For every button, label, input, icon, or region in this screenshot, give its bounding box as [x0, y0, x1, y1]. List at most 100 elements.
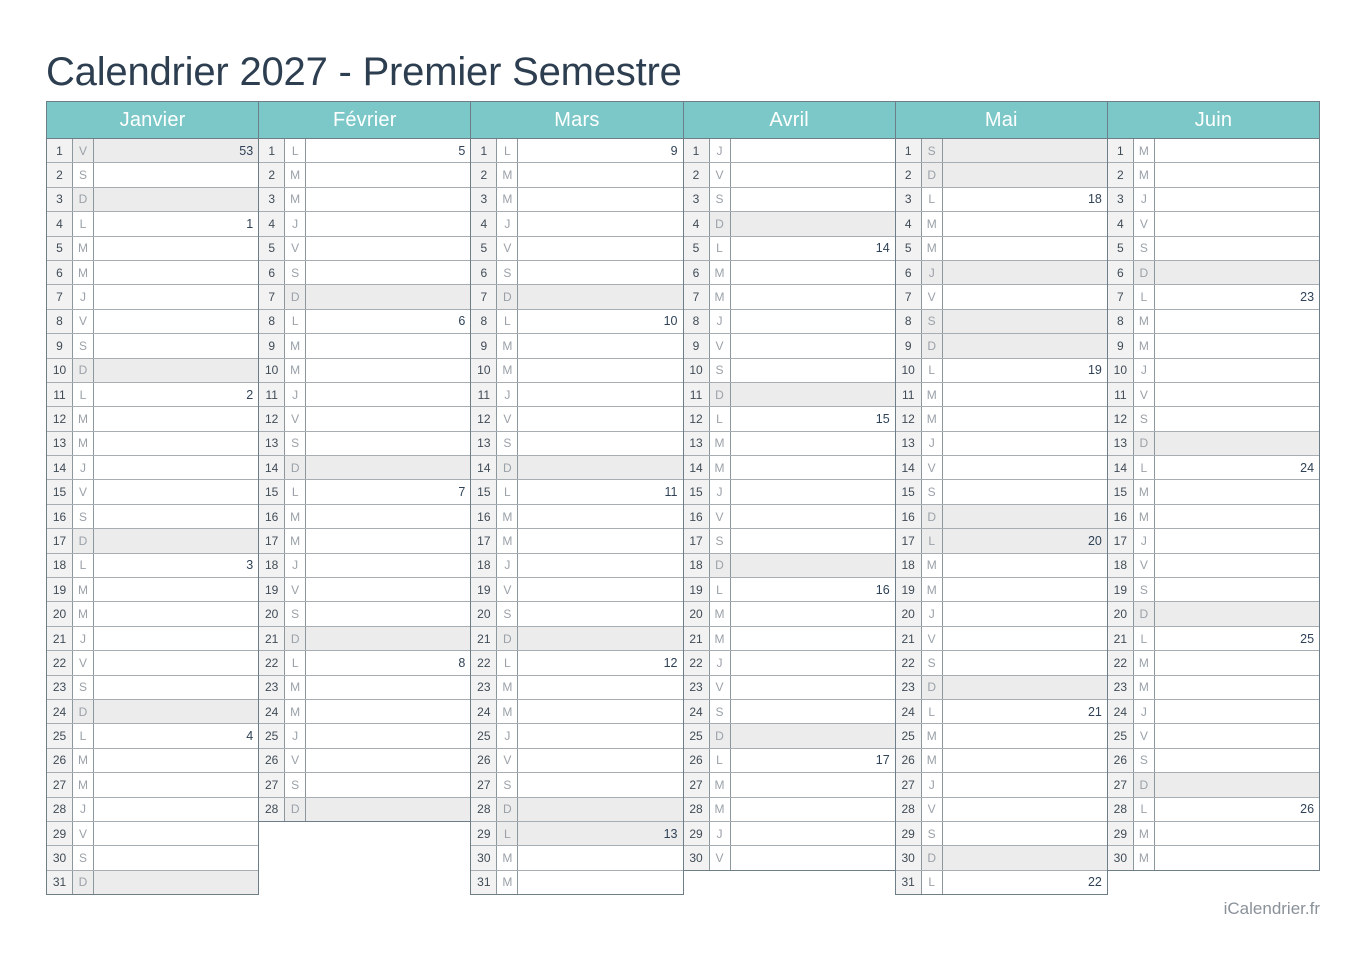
day-row: 12 M	[895, 407, 1107, 432]
day-number: 12	[683, 407, 710, 431]
day-number: 15	[471, 480, 498, 504]
day-letter: L	[497, 821, 519, 846]
day-row: 16 M	[1107, 504, 1320, 530]
week-number: 26	[1300, 802, 1315, 817]
day-note-cell	[518, 285, 683, 309]
day-letter: M	[285, 699, 307, 724]
day-note-cell	[943, 212, 1107, 235]
day-note-cell	[1155, 846, 1319, 869]
day-number: 5	[471, 236, 498, 260]
day-note-cell	[731, 456, 895, 479]
day-letter: L	[710, 748, 731, 773]
day-number: 9	[683, 334, 710, 358]
day-note-cell	[94, 310, 258, 333]
day-letter: V	[1134, 553, 1155, 578]
day-number: 20	[47, 602, 73, 626]
day-note-cell	[94, 163, 258, 186]
day-number: 26	[259, 748, 286, 773]
day-letter: L	[285, 139, 307, 163]
day-note-cell	[94, 578, 258, 601]
day-note-cell	[306, 212, 470, 235]
day-letter: D	[73, 699, 94, 724]
day-note-cell	[731, 529, 895, 552]
day-note-cell	[94, 480, 258, 503]
day-letter: M	[922, 407, 943, 431]
day-number: 27	[471, 773, 498, 797]
day-note-cell	[518, 724, 682, 747]
month-column-janvier: Janvier 1 V 53 2 S 3 D 4 L 1 5 M 6 M 7 J 8 V 9 S 10 D 11 L 2 12 M 13…	[46, 101, 260, 896]
day-letter: M	[285, 358, 307, 382]
day-row: 17 M	[471, 529, 683, 554]
day-note-cell	[943, 578, 1107, 601]
day-number: 13	[683, 431, 710, 456]
day-letter: M	[497, 163, 519, 187]
day-letter: V	[1134, 382, 1155, 407]
day-row: 12 L 15	[683, 407, 895, 432]
day-number: 24	[47, 699, 73, 724]
day-row: 16 M	[471, 504, 683, 530]
day-letter: M	[497, 187, 519, 212]
day-note-cell	[518, 237, 682, 260]
day-note-cell	[518, 846, 682, 869]
day-letter: M	[497, 529, 519, 553]
day-number: 14	[895, 456, 922, 480]
day-number: 21	[47, 626, 73, 651]
day-row: 30 D	[895, 846, 1107, 871]
day-number: 2	[471, 163, 498, 187]
day-letter: S	[497, 431, 519, 456]
day-note-cell	[94, 529, 259, 553]
day-row: 14 D	[471, 456, 683, 481]
day-note-cell	[306, 261, 470, 284]
day-letter: D	[497, 285, 519, 309]
day-letter: M	[1134, 334, 1155, 358]
day-letter: J	[73, 797, 94, 821]
day-number: 28	[1107, 797, 1134, 821]
day-note-cell	[942, 260, 1107, 285]
day-row: 10 L 19	[895, 358, 1107, 383]
day-number: 13	[259, 431, 286, 456]
day-note-cell	[94, 505, 258, 528]
day-note-cell	[1155, 237, 1319, 260]
day-row: 29 M	[1107, 821, 1320, 847]
day-row: 17 D	[47, 529, 259, 554]
day-number: 15	[895, 480, 922, 504]
day-letter: M	[285, 334, 307, 358]
day-note-cell	[518, 334, 682, 357]
day-note-cell	[306, 749, 470, 772]
day-row: 14 V	[895, 456, 1107, 481]
day-row: 13 D	[1107, 431, 1320, 457]
day-letter: J	[285, 724, 307, 748]
day-note-cell	[943, 432, 1107, 455]
day-letter: M	[285, 504, 307, 529]
day-row: 21 V	[895, 626, 1107, 652]
day-note-cell	[730, 553, 895, 578]
day-letter: V	[73, 651, 94, 675]
day-number: 13	[471, 431, 498, 456]
day-row: 15 L 7	[259, 480, 471, 505]
day-number: 15	[259, 480, 286, 504]
day-note-cell	[731, 846, 895, 869]
day-row: 10 D	[47, 358, 259, 383]
day-number: 15	[47, 480, 73, 504]
day-row: 23 S	[47, 675, 259, 700]
day-note-cell	[94, 602, 258, 625]
day-number: 2	[683, 163, 710, 187]
day-letter: L	[1134, 626, 1155, 651]
day-letter: S	[285, 431, 307, 456]
day-note-cell	[518, 578, 682, 601]
day-note-cell	[942, 846, 1107, 870]
day-number: 30	[683, 846, 710, 870]
day-letter: D	[285, 626, 307, 651]
day-letter: M	[497, 699, 519, 724]
day-number: 23	[1107, 675, 1134, 699]
day-note-cell	[943, 724, 1107, 747]
day-letter: S	[285, 602, 307, 626]
